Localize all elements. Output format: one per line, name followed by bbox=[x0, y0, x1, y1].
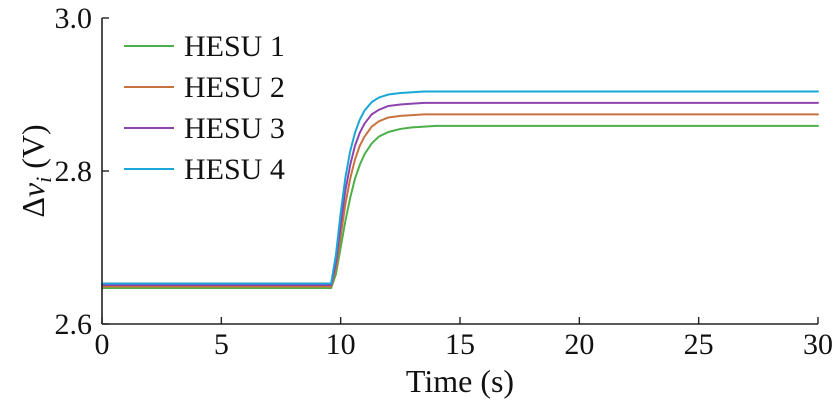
series-line-hesu-3 bbox=[101, 101, 819, 286]
x-tick-label: 0 bbox=[95, 328, 110, 361]
x-tick-label: 30 bbox=[803, 328, 833, 361]
x-axis-title: Time (s) bbox=[406, 363, 514, 399]
y-axis-title-subscript: i bbox=[31, 177, 56, 183]
series-line-hesu-2 bbox=[101, 113, 819, 288]
y-axis-title-var: v bbox=[15, 182, 51, 197]
x-tick-label: 5 bbox=[214, 328, 229, 361]
x-tick-label: 25 bbox=[684, 328, 714, 361]
legend-label-hesu-1: HESU 1 bbox=[184, 30, 285, 63]
y-tick-label: 3.0 bbox=[55, 2, 93, 35]
x-tick-label: 15 bbox=[445, 328, 475, 361]
series-line-hesu-1 bbox=[101, 124, 819, 290]
legend-label-hesu-3: HESU 3 bbox=[184, 112, 285, 145]
y-ticks: 2.6 2.8 3.0 bbox=[55, 2, 109, 341]
legend: HESU 1 HESU 2 HESU 3 HESU 4 bbox=[124, 30, 285, 186]
y-tick-label: 2.8 bbox=[55, 155, 93, 188]
y-axis-title-delta: Δ bbox=[15, 197, 51, 218]
series-line-hesu-4 bbox=[101, 90, 819, 285]
y-axis-title-unit: (V) bbox=[15, 124, 51, 176]
series-layer bbox=[101, 90, 819, 290]
y-axis-title: Δvi (V) bbox=[15, 124, 56, 217]
legend-label-hesu-2: HESU 2 bbox=[184, 71, 285, 104]
y-tick-label: 2.6 bbox=[55, 308, 93, 341]
legend-label-hesu-4: HESU 4 bbox=[184, 153, 285, 186]
x-ticks: 0 5 10 15 20 25 30 bbox=[95, 317, 833, 361]
x-tick-label: 10 bbox=[326, 328, 356, 361]
x-tick-label: 20 bbox=[564, 328, 594, 361]
